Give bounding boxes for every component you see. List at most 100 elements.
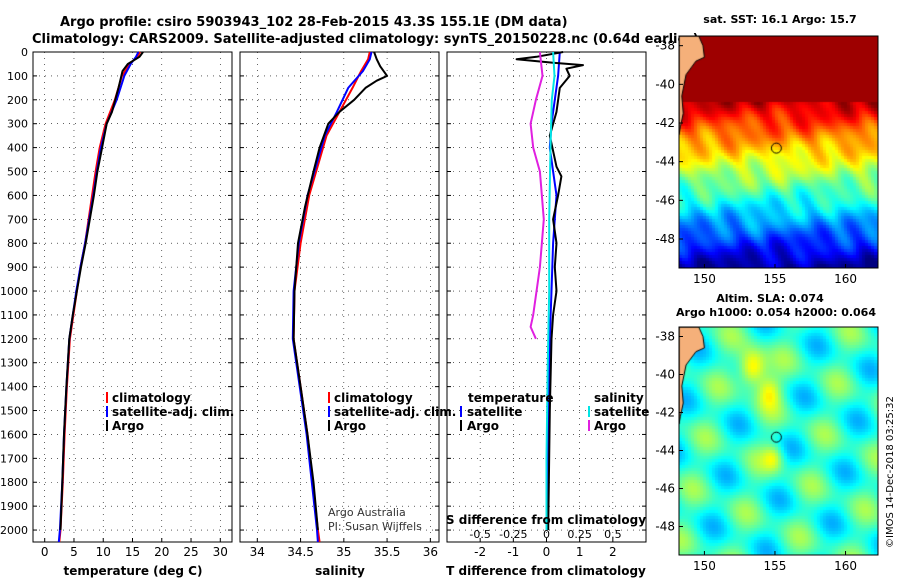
x-tick-label: 25 [183, 545, 198, 559]
depth-tick-label: 1600 [0, 428, 28, 441]
x-tick-label: 35 [336, 545, 351, 559]
sst-lat-label: -46 [655, 193, 675, 207]
x-tick-label: 34.5 [287, 545, 314, 559]
sst-lat-label: -38 [655, 39, 675, 53]
x-tick-label: 36 [423, 545, 438, 559]
sst-lat-label: -42 [655, 116, 675, 130]
depth-tick-label: 400 [7, 142, 28, 155]
legend-title-temperature: temperature [468, 391, 553, 405]
grid-layer [33, 51, 646, 542]
sla-lat-label: -46 [655, 482, 675, 496]
depth-tick-label: 0 [21, 46, 28, 59]
depth-tick-label: 1700 [0, 452, 28, 465]
x-tick-label: 20 [154, 545, 169, 559]
s-diff-tick-label: 0.25 [567, 528, 592, 541]
temperature-xlabel: temperature (deg C) [64, 564, 203, 578]
series-line-climatology [292, 51, 371, 543]
sla-lat-label: -38 [655, 330, 675, 344]
sst-map-title: sat. SST: 16.1 Argo: 15.7 [703, 13, 856, 26]
map-axes: -38 -40 -42 -44 -46 -48 150 155 160 -38 -40 -42 -44 -… [655, 39, 857, 573]
depth-tick-label: 1000 [0, 285, 28, 298]
x-tick-label: 35.5 [374, 545, 401, 559]
imos-watermark: ©IMOS 14-Dec-2018 03:25:32 [885, 396, 896, 548]
sla-map-title: Altim. SLA: 0.074 [716, 292, 824, 305]
x-tick-label: 5 [70, 545, 78, 559]
sla-lat-label: -40 [655, 368, 675, 382]
x-tick-label: 2 [609, 545, 617, 559]
series-line-s-argo [529, 51, 545, 340]
temperature-legend: climatology satellite-adj. clim. Argo [106, 391, 234, 433]
sla-map-subtitle: Argo h1000: 0.054 h2000: 0.064 [676, 306, 876, 319]
depth-tick-label: 900 [7, 261, 28, 274]
difference-legend: temperature satellite Argo salinity sate… [460, 391, 649, 433]
legend-label-satellite: satellite-adj. clim. [334, 405, 456, 419]
sst-lon-label: 150 [693, 272, 716, 286]
depth-tick-label: 800 [7, 237, 28, 250]
salinity-legend: climatology satellite-adj. clim. Argo [328, 391, 456, 433]
depth-tick-label: 200 [7, 94, 28, 107]
legend-label-s-satellite: satellite [594, 405, 649, 419]
series-line-argo [59, 51, 144, 531]
depth-tick-label: 1500 [0, 405, 28, 418]
difference-xlabel: T difference from climatology [446, 564, 646, 578]
credit-text: Argo Australia [328, 506, 406, 519]
x-tick-label: -1 [507, 545, 519, 559]
sst-lon-label: 160 [834, 272, 857, 286]
legend-label-t-satellite: satellite [467, 405, 522, 419]
sla-lat-label: -42 [655, 406, 675, 420]
legend-title-salinity: salinity [594, 391, 644, 405]
s-diff-tick-label: -0.25 [499, 528, 527, 541]
sst-lat-label: -48 [655, 232, 675, 246]
x-tick-label: 0 [543, 545, 551, 559]
depth-tick-label: 500 [7, 166, 28, 179]
sla-lon-label: 150 [693, 559, 716, 573]
sla-lon-label: 155 [764, 559, 787, 573]
depth-tick-label: 1200 [0, 333, 28, 346]
x-tick-label: 1 [576, 545, 584, 559]
figure-title-line1: Argo profile: csiro 5903943_102 28-Feb-2… [60, 15, 568, 30]
sst-lat-label: -40 [655, 77, 675, 91]
series-line-t-satellite [546, 51, 561, 531]
sla-lat-label: -48 [655, 520, 675, 534]
salinity-xlabel: salinity [315, 564, 365, 578]
x-tick-label: -2 [474, 545, 486, 559]
sst-map [679, 36, 878, 268]
s-diff-tick-label: 0.5 [604, 528, 622, 541]
legend-label-t-argo: Argo [467, 419, 499, 433]
depth-tick-label: 700 [7, 213, 28, 226]
difference-xlabel2: S difference from climatology [446, 513, 646, 527]
sla-lon-label: 160 [834, 559, 857, 573]
series-line-climatology [58, 51, 141, 543]
x-tick-label: 0 [41, 545, 49, 559]
sla-lat-label: -44 [655, 444, 675, 458]
legend-label-s-argo: Argo [594, 419, 626, 433]
sst-lon-label: 155 [764, 272, 787, 286]
depth-tick-label: 100 [7, 70, 28, 83]
series-line-t-argo [515, 51, 584, 531]
s-diff-tick-label: -0.5 [469, 528, 490, 541]
legend-label-argo: Argo [112, 419, 144, 433]
series-line-satellite-adj-clim- [57, 51, 140, 543]
x-tick-label: 34 [250, 545, 265, 559]
figure-title-line2: Climatology: CARS2009. Satellite-adjuste… [32, 32, 699, 47]
x-tick-label: 10 [96, 545, 111, 559]
x-axes: 0 5 10 15 20 25 30 34 34.5 35 35.5 36 -2 -1 0 1 2 -0.5 -0.… [41, 528, 622, 559]
legend-label-climatology: climatology [112, 391, 191, 405]
series-line-argo [292, 51, 389, 531]
depth-tick-label: 600 [7, 189, 28, 202]
depth-tick-label: 1400 [0, 381, 28, 394]
x-tick-label: 15 [125, 545, 140, 559]
s-diff-tick-label: 0 [543, 528, 550, 541]
depth-axis: 0 100 200 300 400 500 600 700 800 900 1000 1100 1200… [0, 46, 28, 537]
series-layer [57, 51, 584, 543]
legend-label-satellite: satellite-adj. clim. [112, 405, 234, 419]
sla-map [679, 327, 878, 555]
depth-tick-label: 1300 [0, 357, 28, 370]
depth-tick-label: 2000 [0, 524, 28, 537]
depth-tick-label: 1800 [0, 476, 28, 489]
x-tick-label: 30 [213, 545, 228, 559]
series-line-s-satellite [545, 51, 556, 530]
sst-lat-label: -44 [655, 155, 675, 169]
depth-tick-label: 1900 [0, 500, 28, 513]
